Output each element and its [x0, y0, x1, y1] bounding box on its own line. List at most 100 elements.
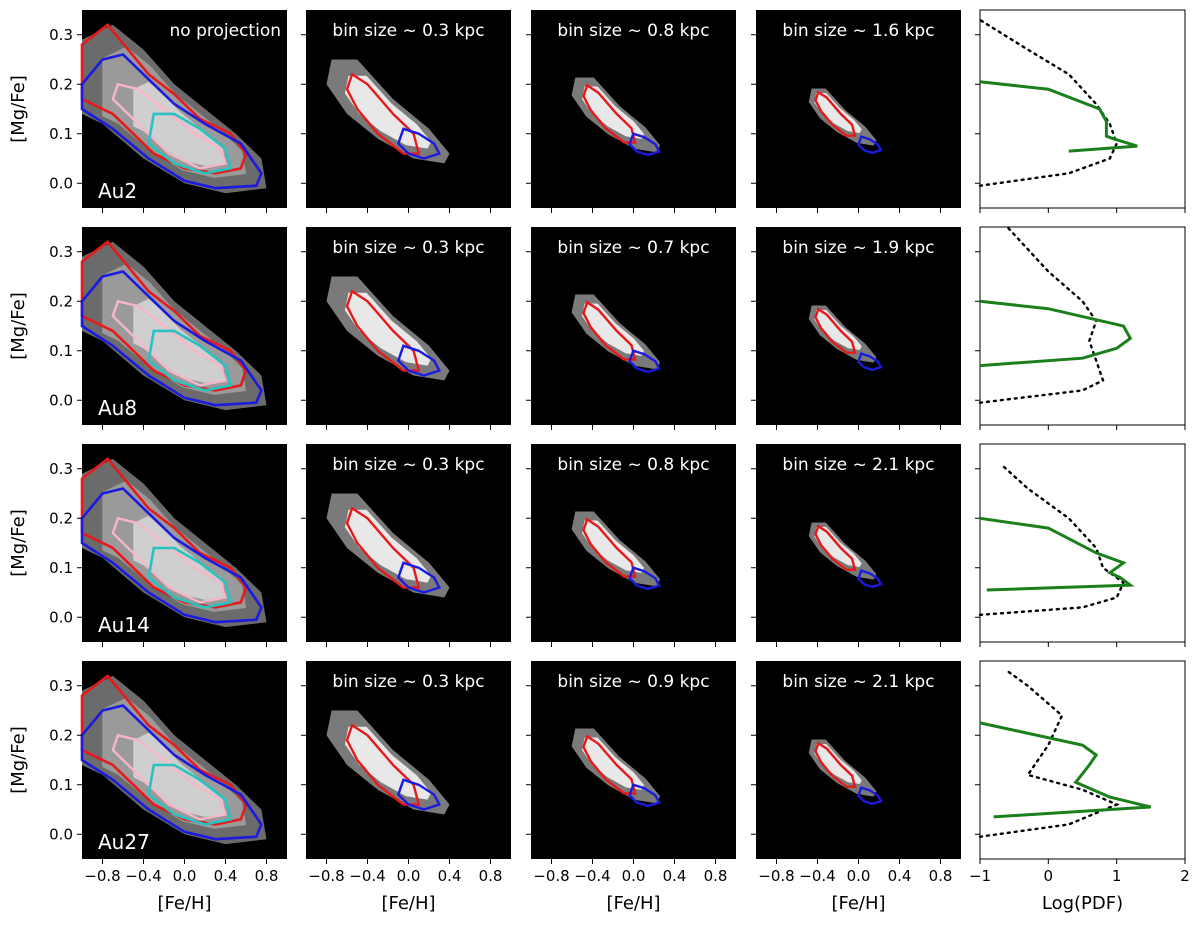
blue-contour	[396, 344, 442, 377]
abundance-panel: bin size ~ 2.1 kpc	[751, 444, 961, 647]
abundance-panel: bin size ~ 2.1 kpc	[751, 661, 961, 864]
bin-size-label: bin size ~ 0.8 kpc	[557, 21, 709, 41]
abundance-panel: Au8 0.0 0.1 0.2 0.3 [Mg/Fe]	[8, 227, 287, 430]
abundance-panel: Au27 0.0 0.1 0.2 0.3 [Mg/Fe]	[8, 661, 287, 864]
abundance-panel: bin size ~ 0.8 kpc	[526, 444, 736, 647]
green-pdf-line	[979, 299, 1133, 368]
x-tick-label: 0.0	[622, 867, 646, 885]
x-tick-label: −0.4	[799, 867, 835, 885]
blue-contour	[628, 566, 661, 591]
dotted-pdf-line	[978, 462, 1126, 616]
abundance-panel: bin size ~ 0.3 kpc	[301, 227, 511, 430]
x-tick-label: −0.8	[308, 867, 344, 885]
abundance-panel: bin size ~ 0.7 kpc	[526, 227, 736, 430]
x-axis-label: [Fe/H]	[157, 893, 211, 914]
green-pdf-line	[979, 80, 1138, 153]
blue-contour	[857, 569, 883, 589]
x-tick-label: −0.4	[574, 867, 610, 885]
row-au27: Au27 0.0 0.1 0.2 0.3 [Mg/Fe] bin size ~ 0.3 kp…	[8, 660, 1186, 864]
bin-size-label: bin size ~ 0.8 kpc	[557, 455, 709, 475]
bin-size-label: bin size ~ 0.3 kpc	[332, 238, 484, 258]
red-contour	[814, 741, 857, 788]
blue-contour	[628, 783, 661, 808]
x-tick-label: 0.8	[929, 867, 953, 885]
x-tick-label: −0.4	[349, 867, 385, 885]
x-axis-label: [Fe/H]	[606, 893, 660, 914]
panel-background	[531, 444, 736, 642]
panel-background	[756, 227, 961, 425]
pdf-frame	[979, 226, 1186, 426]
x-tick-label: −0.4	[125, 867, 161, 885]
blue-contour	[857, 352, 883, 372]
abundance-panel: bin size ~ 0.3 kpc	[301, 444, 511, 647]
y-tick-label: 0.1	[49, 125, 73, 143]
bin-size-label: bin size ~ 0.3 kpc	[332, 672, 484, 692]
y-tick-label: 0.1	[49, 559, 73, 577]
bin-size-label: bin size ~ 0.7 kpc	[557, 238, 709, 258]
red-contour	[80, 23, 248, 175]
galaxy-label: Au8	[98, 396, 137, 420]
blue-contour	[80, 53, 263, 190]
blue-contour	[857, 786, 883, 806]
green-pdf-line	[979, 721, 1152, 819]
galaxy-label: Au27	[98, 830, 150, 854]
x-tick-label: 0.4	[438, 867, 462, 885]
panel-background	[531, 10, 736, 208]
dotted-pdf-line	[978, 225, 1105, 404]
pdf-panel	[975, 225, 1186, 430]
panel-background	[531, 661, 736, 859]
panel-background	[306, 661, 511, 859]
blue-contour	[396, 778, 442, 811]
panel-background	[306, 444, 511, 642]
pdf-tick-label: 0	[1044, 867, 1054, 885]
pink-contour	[111, 733, 228, 821]
y-tick-label: 0.2	[49, 726, 73, 744]
y-tick-label: 0.0	[49, 608, 73, 626]
x-tick-label: 0.4	[663, 867, 687, 885]
pdf-tick-label: 2	[1180, 867, 1190, 885]
x-tick-label: 0.8	[704, 867, 728, 885]
blue-contour	[628, 132, 661, 157]
bin-size-label: bin size ~ 0.3 kpc	[332, 455, 484, 475]
galaxy-label: Au2	[98, 179, 137, 203]
red-contour	[814, 307, 857, 354]
panel-background	[531, 227, 736, 425]
red-contour	[814, 524, 857, 571]
pdf-panel	[975, 9, 1186, 213]
y-tick-label: 0.3	[49, 677, 73, 695]
abundance-panel: bin size ~ 0.3 kpc	[301, 10, 511, 213]
abundance-panel: bin size ~ 1.9 kpc	[751, 227, 961, 430]
y-tick-label: 0.0	[49, 825, 73, 843]
green-pdf-line	[979, 516, 1135, 592]
pdf-axis-label: Log(PDF)	[1042, 893, 1123, 914]
panel-background	[306, 227, 511, 425]
bin-size-label: bin size ~ 1.6 kpc	[782, 21, 934, 41]
x-tick-label: −0.8	[533, 867, 569, 885]
x-tick-label: 0.0	[173, 867, 197, 885]
pink-contour	[111, 299, 228, 387]
x-tick-label: 0.4	[214, 867, 238, 885]
panel-background	[756, 661, 961, 859]
y-axis-label: [Mg/Fe]	[8, 292, 29, 360]
pink-contour	[111, 82, 228, 170]
galaxy-label: Au14	[98, 613, 150, 637]
pink-contour	[111, 516, 228, 604]
panel-background	[306, 10, 511, 208]
pdf-tick-label: −1	[969, 867, 991, 885]
cyan-contour	[147, 329, 233, 392]
red-contour	[80, 240, 248, 392]
x-axis-label: [Fe/H]	[381, 893, 435, 914]
y-axis-label: [Mg/Fe]	[8, 509, 29, 577]
abundance-panel: bin size ~ 0.8 kpc	[526, 10, 736, 213]
y-tick-label: 0.1	[49, 342, 73, 360]
bin-size-label: bin size ~ 1.9 kpc	[782, 238, 934, 258]
y-tick-label: 0.0	[49, 391, 73, 409]
y-tick-label: 0.2	[49, 292, 73, 310]
pdf-tick-label: 1	[1112, 867, 1122, 885]
blue-contour	[80, 704, 263, 841]
x-tick-label: −0.8	[758, 867, 794, 885]
bottom-axes: −0.8 −0.4 0.0 0.4 0.8 [Fe/H] −0.8 −0.4 0.0 0.4 0.8…	[84, 867, 1189, 914]
y-axis-label: [Mg/Fe]	[8, 726, 29, 794]
x-tick-label: 0.0	[847, 867, 871, 885]
